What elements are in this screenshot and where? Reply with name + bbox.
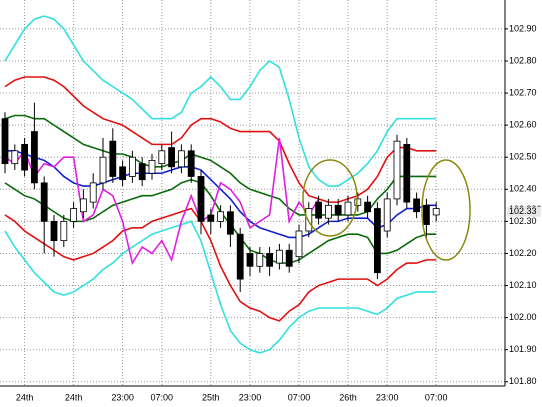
candle-body [158, 150, 166, 165]
x-tick-label: 07:00 [151, 392, 174, 402]
candle-body [236, 233, 244, 280]
y-tick-label: 102.30 [509, 216, 537, 226]
price-box [507, 206, 541, 217]
price-label: 102.33 [509, 206, 537, 216]
indicator-line [4, 114, 437, 216]
candle-body [422, 204, 430, 225]
candle-body [354, 198, 362, 206]
y-tick-label: 102.60 [509, 120, 537, 130]
highlight-ellipse [421, 159, 471, 261]
candle-body [21, 143, 29, 171]
x-tick-label: 23:00 [239, 392, 262, 402]
candle-body [383, 198, 391, 232]
candle-body [40, 182, 48, 222]
y-tick-label: 102.90 [509, 23, 537, 33]
candle-body [138, 163, 146, 181]
x-tick-label: 24th [65, 392, 83, 402]
candle-body [89, 182, 97, 203]
candle-body [30, 131, 38, 184]
candle-body [344, 201, 352, 216]
grid [0, 0, 505, 385]
candle-body [364, 201, 372, 213]
candle-body [295, 230, 303, 258]
y-tick-label: 102.50 [509, 152, 537, 162]
candle-body [315, 201, 323, 219]
candle-body [128, 156, 136, 177]
candle-body [168, 147, 176, 168]
candle-body [217, 211, 225, 222]
candle-body [226, 211, 234, 235]
candle-body [324, 204, 332, 219]
indicator-line [5, 149, 437, 239]
candle-body [50, 220, 58, 242]
candle-body [246, 253, 254, 267]
candle-body [373, 208, 381, 274]
candle-body [334, 204, 342, 216]
indicator-line [4, 15, 437, 187]
candle-body [275, 249, 283, 264]
x-tick-label: 07:00 [425, 392, 448, 402]
y-tick-label: 102.80 [509, 55, 537, 65]
candle-body [119, 166, 126, 181]
indicator-line [4, 76, 437, 203]
candle-body [109, 140, 117, 177]
candle-body [207, 214, 215, 222]
candle-body [413, 198, 421, 213]
candle-body [11, 150, 19, 165]
candle-body [99, 156, 107, 184]
candle-body [403, 143, 411, 203]
candle-body [1, 118, 9, 165]
candle-body [80, 198, 87, 213]
x-tick-label: 23:00 [111, 392, 134, 402]
candle-body [266, 253, 274, 267]
indicator-line [4, 207, 437, 322]
y-tick-label: 102.70 [509, 87, 537, 97]
indicator-line [4, 220, 437, 354]
y-tick-label: 102.00 [509, 312, 537, 322]
candle-body [256, 253, 264, 267]
y-tick-label: 101.80 [509, 376, 537, 386]
candle-body [148, 160, 156, 174]
x-tick-label: 07:00 [288, 392, 311, 402]
candle-body [432, 208, 440, 216]
y-tick-label: 102.40 [509, 184, 537, 194]
candle-body [393, 140, 401, 200]
candle-body [60, 220, 68, 242]
x-tick-label: 24th [16, 392, 34, 402]
candle-body [70, 208, 77, 222]
x-tick-label: 25th [202, 392, 220, 402]
y-tick-label: 102.20 [509, 248, 537, 258]
candle-body [285, 249, 293, 267]
x-tick-label: 26th [339, 392, 357, 402]
candles [1, 102, 440, 292]
highlight-ellipse [302, 159, 358, 237]
candle-body [177, 150, 185, 168]
y-tick-label: 101.90 [509, 344, 537, 354]
indicator-line [4, 137, 320, 266]
candle-body [187, 150, 195, 177]
x-tick-label: 23:00 [376, 392, 399, 402]
axis-labels: 101.80101.90102.00102.10102.20102.30102.… [16, 23, 542, 402]
candle-body [305, 208, 313, 232]
candle-body [197, 176, 205, 222]
y-tick-label: 102.10 [509, 280, 537, 290]
